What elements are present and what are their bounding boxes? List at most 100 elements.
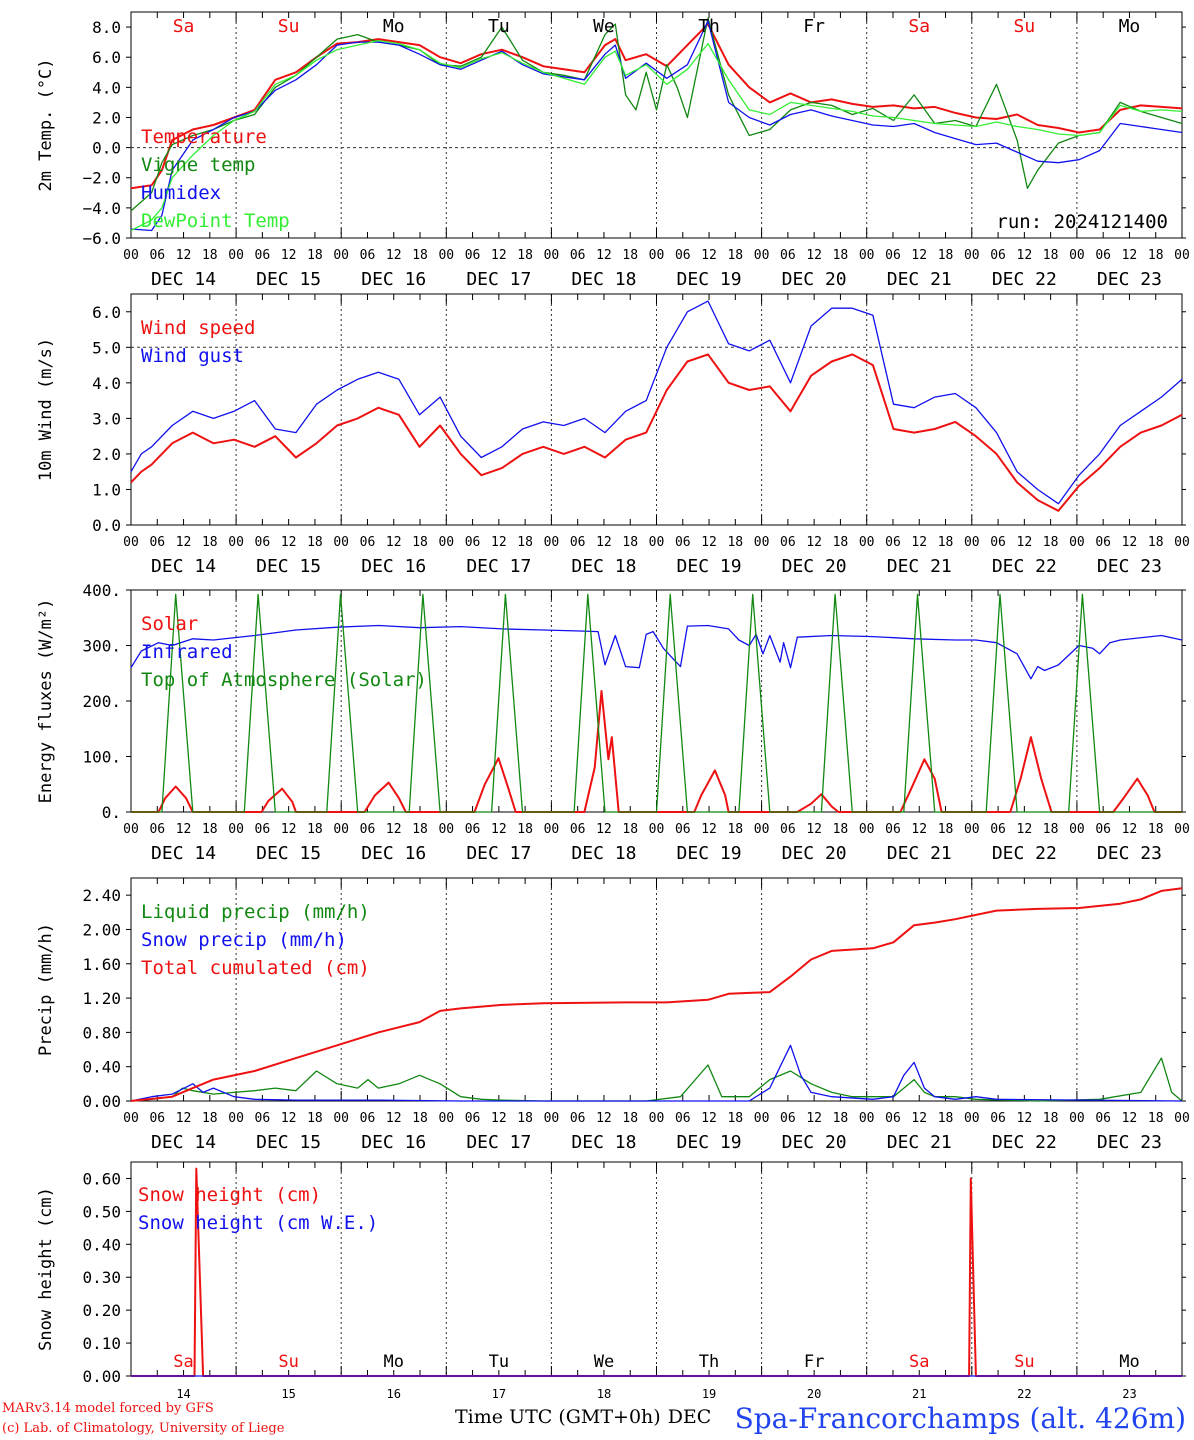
date-label: 22 xyxy=(1017,1387,1031,1401)
y-tick-label: 6.0 xyxy=(92,48,121,67)
legend-entry: Vigne temp xyxy=(141,154,255,176)
y-tick-label: 2.0 xyxy=(92,108,121,127)
date-label: DEC 14 xyxy=(151,556,216,577)
y-tick-label: 0.80 xyxy=(82,1023,121,1042)
hour-label: 06 xyxy=(255,1111,271,1126)
model-credit: MARv3.14 model forced by GFS xyxy=(2,1401,214,1416)
hour-label: 00 xyxy=(544,1111,560,1126)
hour-label: 12 xyxy=(806,822,822,837)
panel-1 xyxy=(126,11,1186,239)
hour-label: 00 xyxy=(1174,1111,1190,1126)
hour-label: 18 xyxy=(1148,535,1164,550)
legend-entry: Wind speed xyxy=(141,317,255,339)
hour-label: 06 xyxy=(780,535,796,550)
hour-label: 18 xyxy=(622,535,638,550)
series-line-total-cumulated-cm- xyxy=(130,887,1183,1102)
hour-label: 18 xyxy=(938,535,954,550)
hour-label: 12 xyxy=(386,1111,402,1126)
hour-label: 12 xyxy=(911,535,927,550)
date-label: 23 xyxy=(1122,1387,1136,1401)
hour-label: 12 xyxy=(281,822,297,837)
panel-5 xyxy=(126,1161,1186,1377)
hour-label: 00 xyxy=(859,535,875,550)
hour-label: 06 xyxy=(465,1111,481,1126)
day-name: Mo xyxy=(384,1352,404,1372)
date-label: 20 xyxy=(807,1387,821,1401)
day-name: Th xyxy=(699,1352,719,1372)
hour-label: 00 xyxy=(1069,535,1085,550)
hour-label: 18 xyxy=(938,822,954,837)
hour-label: 06 xyxy=(360,248,376,263)
hour-label: 12 xyxy=(1122,822,1138,837)
hour-label: 18 xyxy=(307,535,323,550)
y-tick-label: 0. xyxy=(102,803,121,822)
hour-label: 12 xyxy=(1017,535,1033,550)
hour-label: 18 xyxy=(938,248,954,263)
hour-label: 12 xyxy=(1122,535,1138,550)
day-name: Su xyxy=(1014,16,1036,37)
hour-label: 18 xyxy=(202,822,218,837)
hour-label: 12 xyxy=(281,1111,297,1126)
hour-label: 12 xyxy=(911,1111,927,1126)
hour-label: 18 xyxy=(202,1111,218,1126)
date-label: DEC 15 xyxy=(256,1132,321,1153)
hour-label: 12 xyxy=(1122,1111,1138,1126)
date-label: DEC 16 xyxy=(361,556,426,577)
hour-label: 00 xyxy=(754,1111,770,1126)
hour-label: 00 xyxy=(438,535,454,550)
date-label: 19 xyxy=(702,1387,716,1401)
hour-label: 18 xyxy=(727,1111,743,1126)
hour-label: 18 xyxy=(517,535,533,550)
date-label: DEC 16 xyxy=(361,1132,426,1153)
hour-label: 18 xyxy=(1148,1111,1164,1126)
month-overlay: DEC xyxy=(667,1406,712,1428)
date-label: DEC 21 xyxy=(887,269,952,290)
panel-2 xyxy=(126,293,1186,526)
day-name: Th xyxy=(698,16,720,37)
hour-label: 06 xyxy=(990,822,1006,837)
hour-label: 06 xyxy=(149,535,165,550)
series-line-vigne-temp xyxy=(130,17,1183,212)
hour-label: 00 xyxy=(964,248,980,263)
panel-3 xyxy=(126,589,1186,813)
y-tick-label: 4.0 xyxy=(92,78,121,97)
hour-label: 06 xyxy=(570,535,586,550)
hour-label: 18 xyxy=(307,248,323,263)
hour-label: 00 xyxy=(438,822,454,837)
hour-label: 00 xyxy=(649,248,665,263)
hour-label: 00 xyxy=(228,248,244,263)
date-label: DEC 22 xyxy=(992,269,1057,290)
hour-label: 12 xyxy=(176,1111,192,1126)
date-label: DEC 17 xyxy=(466,843,531,864)
hour-label: 18 xyxy=(1043,535,1059,550)
hour-label: 06 xyxy=(149,1111,165,1126)
day-name: Tu xyxy=(488,16,510,37)
legend-entry: Temperature xyxy=(141,126,267,148)
hour-label: 18 xyxy=(1148,248,1164,263)
hour-label: 18 xyxy=(412,248,428,263)
hour-label: 12 xyxy=(1017,1111,1033,1126)
hour-label: 18 xyxy=(202,248,218,263)
hour-label: 18 xyxy=(833,535,849,550)
hour-label: 12 xyxy=(701,535,717,550)
hour-label: 06 xyxy=(465,822,481,837)
date-label: 21 xyxy=(912,1387,926,1401)
hour-label: 12 xyxy=(911,248,927,263)
hour-label: 12 xyxy=(701,822,717,837)
hour-label: 12 xyxy=(596,1111,612,1126)
hour-label: 00 xyxy=(228,1111,244,1126)
series-line-top-of-atmosphere-solar- xyxy=(131,593,1182,813)
date-label: 14 xyxy=(176,1387,190,1401)
hour-label: 00 xyxy=(859,1111,875,1126)
hour-label: 06 xyxy=(990,1111,1006,1126)
date-label: DEC 23 xyxy=(1097,556,1162,577)
panel-4 xyxy=(126,877,1186,1102)
hour-label: 06 xyxy=(675,1111,691,1126)
y-tick-label: 300. xyxy=(82,637,121,656)
y-tick-label: −6.0 xyxy=(82,229,121,248)
y-tick-label: 1.20 xyxy=(82,989,121,1008)
y-tick-label: 0.50 xyxy=(82,1202,121,1221)
date-label: DEC 20 xyxy=(782,269,847,290)
hour-label: 12 xyxy=(806,535,822,550)
hour-label: 06 xyxy=(465,248,481,263)
